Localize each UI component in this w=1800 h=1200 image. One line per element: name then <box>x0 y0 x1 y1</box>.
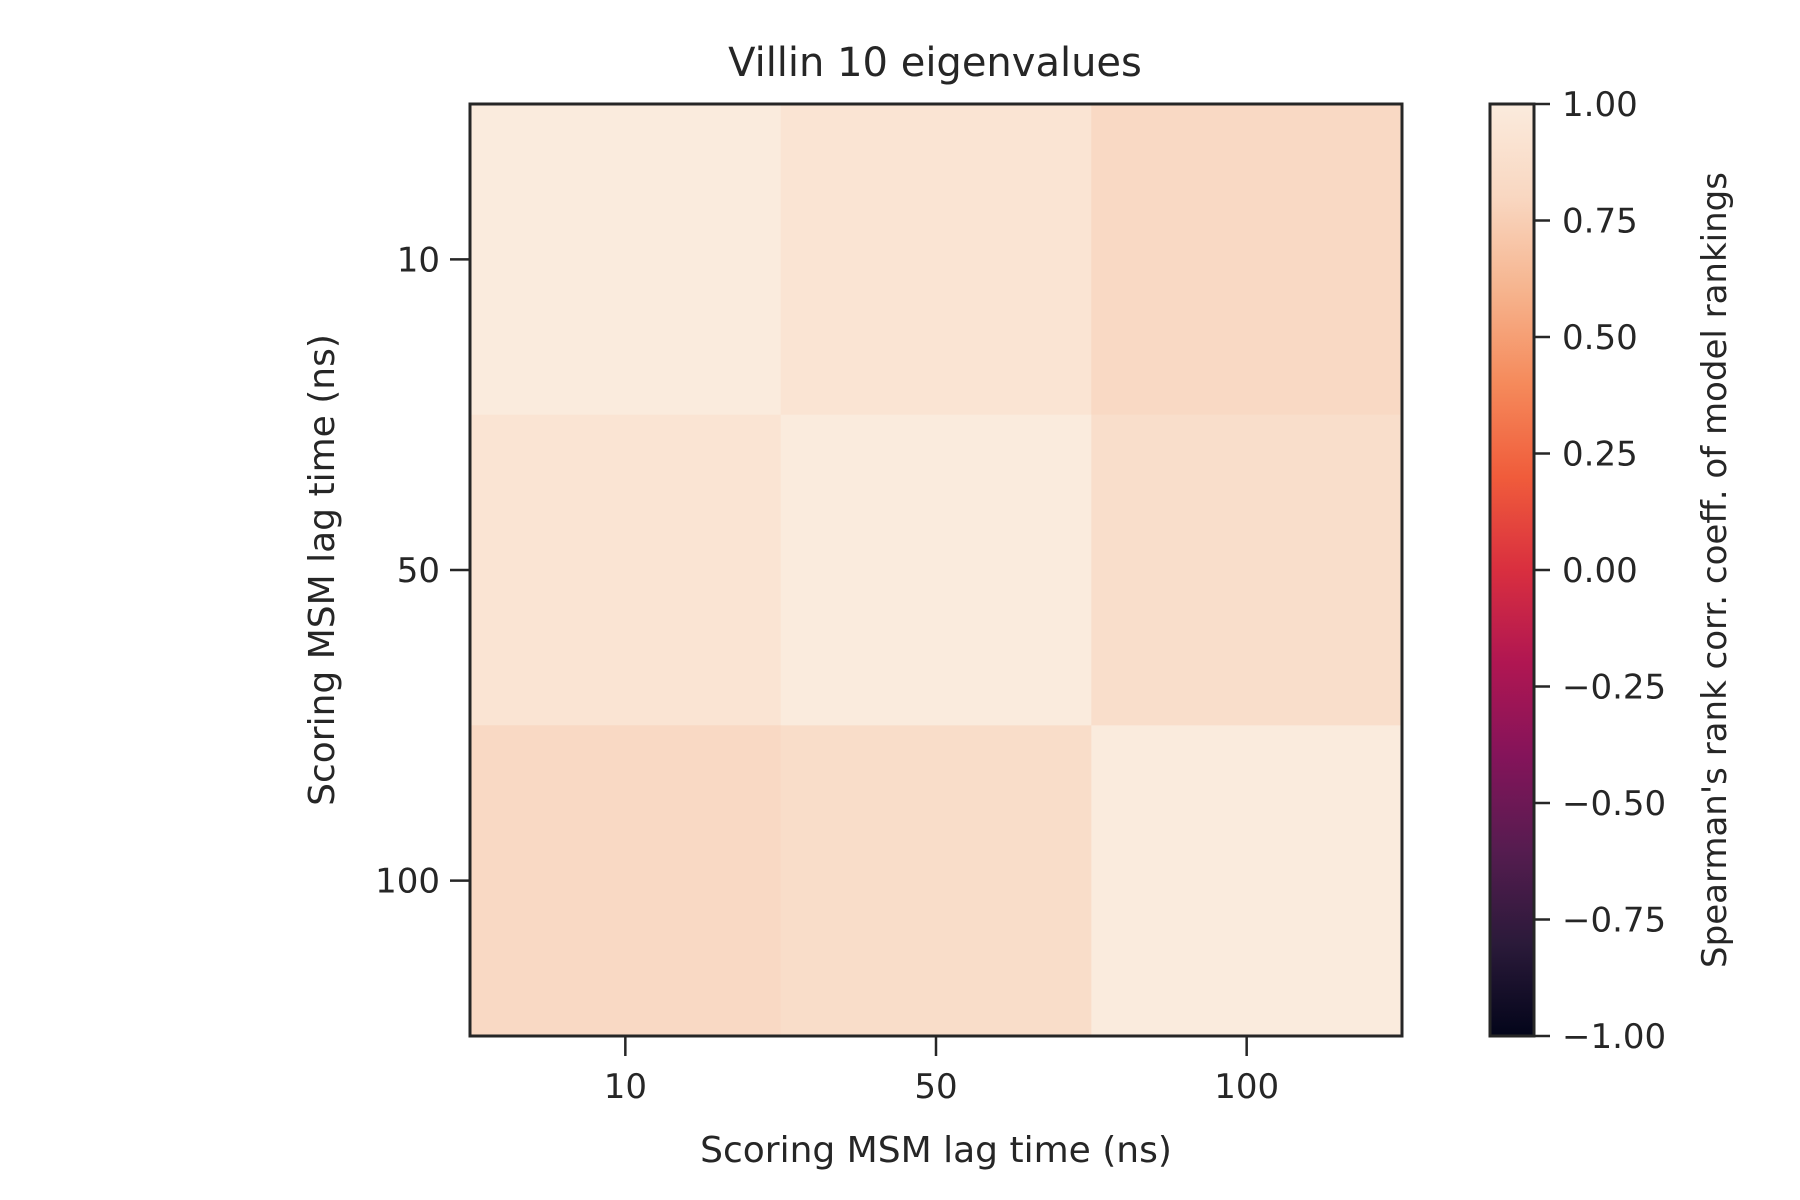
heatmap-cell <box>780 725 1092 1037</box>
chart-title: Villin 10 eigenvalues <box>728 40 1142 86</box>
colorbar-tick-label: −0.50 <box>1562 784 1666 824</box>
heatmap-cells <box>470 104 1403 1037</box>
heatmap-cell <box>780 414 1092 726</box>
colorbar-label: Spearman's rank corr. coeff. of model ra… <box>1695 172 1735 968</box>
y-tick-label: 100 <box>375 862 440 902</box>
colorbar <box>1488 102 1536 1038</box>
y-tick-label: 10 <box>397 240 440 280</box>
colorbar-ticks: 1.00 0.75 0.50 0.25 0.00 −0.25 −0.50 −0.75 −1.00 <box>1534 85 1666 1057</box>
heatmap-cell <box>780 104 1092 416</box>
colorbar-tick-label: 0.50 <box>1562 318 1638 358</box>
heatmap-cell <box>1091 104 1403 416</box>
x-tick-label: 100 <box>1214 1067 1279 1107</box>
colorbar-tick-label: 0.00 <box>1562 551 1638 591</box>
x-axis-label: Scoring MSM lag time (ns) <box>700 1130 1172 1171</box>
heatmap-cell <box>470 414 782 726</box>
y-axis-label: Scoring MSM lag time (ns) <box>302 334 343 806</box>
heatmap-cell <box>1091 725 1403 1037</box>
x-tick-label: 10 <box>604 1067 647 1107</box>
colorbar-tick-label: −1.00 <box>1562 1017 1666 1057</box>
colorbar-tick-label: 0.25 <box>1562 435 1638 475</box>
heatmap-cell <box>470 725 782 1037</box>
y-axis-ticks: 10 50 100 <box>375 240 470 902</box>
x-tick-label: 50 <box>914 1067 957 1107</box>
colorbar-tick-label: −0.25 <box>1562 668 1666 708</box>
heatmap-cell <box>470 104 782 416</box>
colorbar-tick-label: 0.75 <box>1562 202 1638 242</box>
x-axis-ticks: 10 50 100 <box>604 1036 1279 1107</box>
colorbar-tick-label: 1.00 <box>1562 85 1638 125</box>
heatmap-cell <box>1091 414 1403 726</box>
colorbar-tick-label: −0.75 <box>1562 901 1666 941</box>
y-tick-label: 50 <box>397 551 440 591</box>
